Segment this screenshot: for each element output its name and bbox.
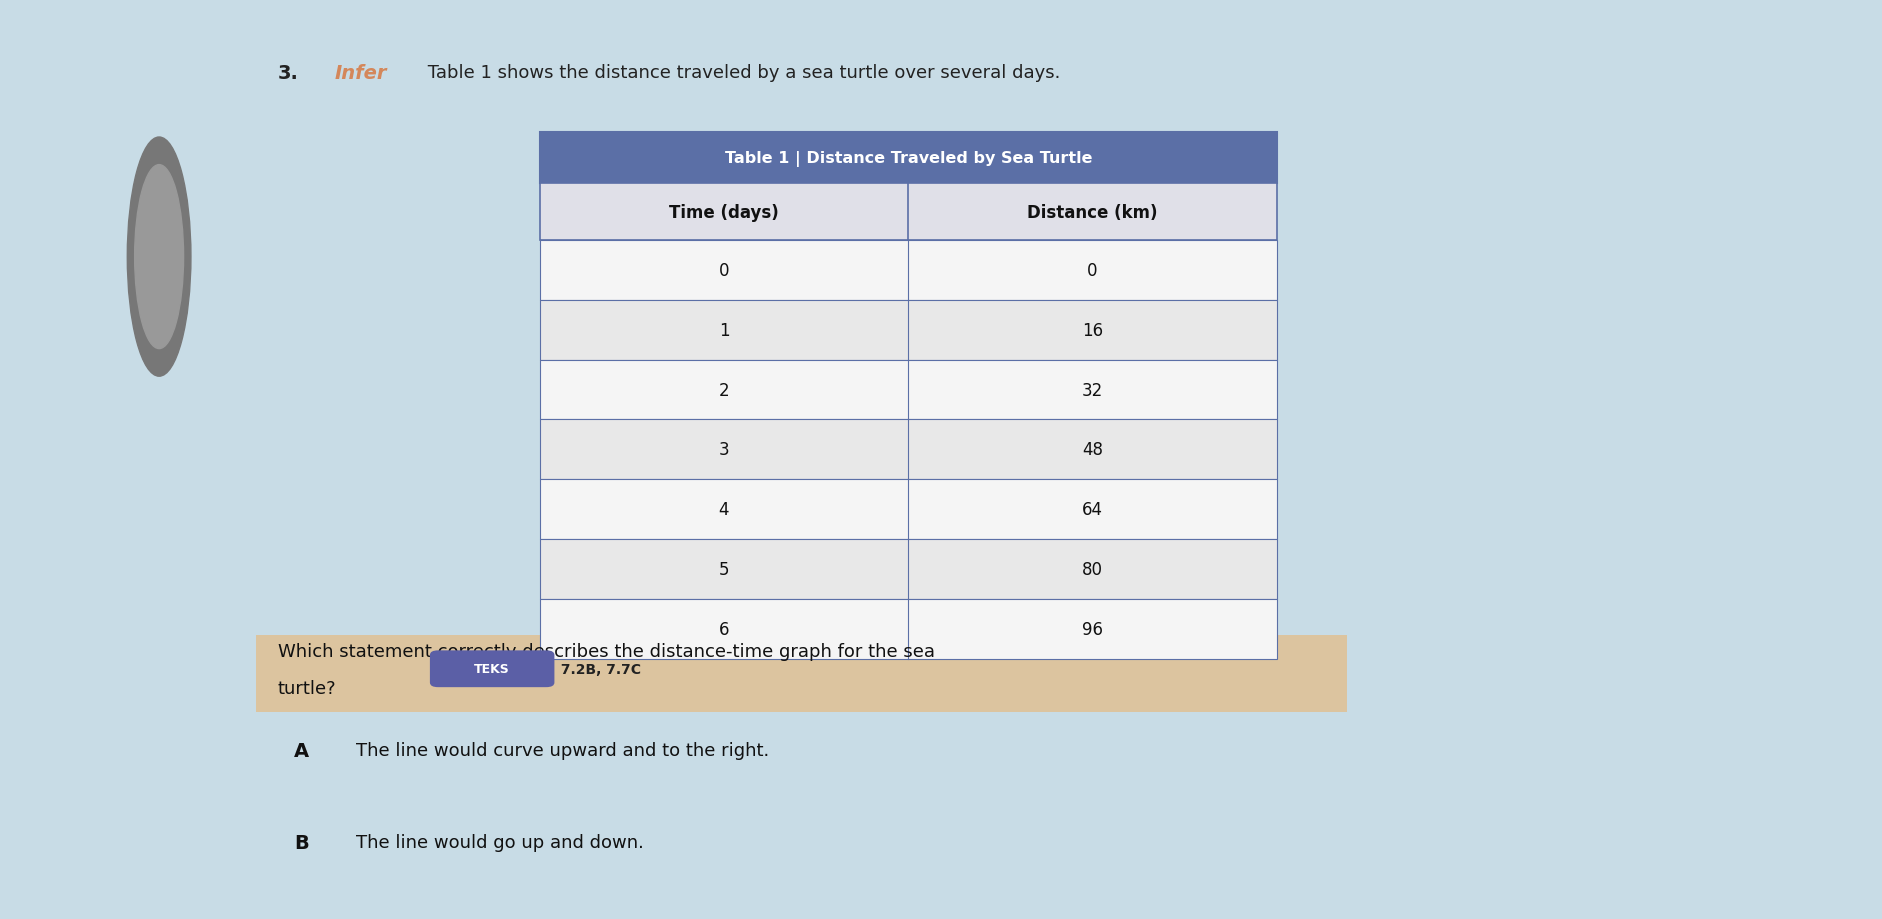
FancyBboxPatch shape <box>540 480 1276 539</box>
FancyBboxPatch shape <box>540 539 1276 599</box>
Text: 5: 5 <box>719 561 728 578</box>
Text: 4: 4 <box>719 501 728 518</box>
Text: TEKS: TEKS <box>474 663 510 675</box>
Text: 48: 48 <box>1082 441 1103 459</box>
Text: The line would go up and down.: The line would go up and down. <box>356 834 644 852</box>
Text: 0: 0 <box>719 262 728 279</box>
Text: B: B <box>294 834 309 853</box>
Text: 64: 64 <box>1082 501 1103 518</box>
FancyBboxPatch shape <box>540 301 1276 360</box>
FancyBboxPatch shape <box>540 599 1276 659</box>
Text: A: A <box>294 742 309 761</box>
Text: 80: 80 <box>1082 561 1103 578</box>
Text: turtle?: turtle? <box>277 679 337 698</box>
Text: 3: 3 <box>719 441 728 459</box>
FancyBboxPatch shape <box>256 635 1348 712</box>
FancyBboxPatch shape <box>540 360 1276 420</box>
Text: Table 1 shows the distance traveled by a sea turtle over several days.: Table 1 shows the distance traveled by a… <box>422 64 1060 83</box>
FancyBboxPatch shape <box>429 651 553 687</box>
Text: Time (days): Time (days) <box>668 203 779 221</box>
Text: Infer: Infer <box>335 64 388 84</box>
Circle shape <box>128 138 190 377</box>
Text: 6: 6 <box>719 620 728 638</box>
Text: The line would curve upward and to the right.: The line would curve upward and to the r… <box>356 742 770 760</box>
Text: 16: 16 <box>1082 322 1103 339</box>
FancyBboxPatch shape <box>540 184 1276 241</box>
Text: 1: 1 <box>719 322 728 339</box>
FancyBboxPatch shape <box>540 133 1276 184</box>
FancyBboxPatch shape <box>540 420 1276 480</box>
FancyBboxPatch shape <box>540 241 1276 301</box>
Text: 96: 96 <box>1082 620 1103 638</box>
Text: 32: 32 <box>1082 381 1103 399</box>
Text: Distance (km): Distance (km) <box>1028 203 1157 221</box>
Text: Table 1 | Distance Traveled by Sea Turtle: Table 1 | Distance Traveled by Sea Turtl… <box>725 151 1092 166</box>
Circle shape <box>136 165 184 349</box>
Text: 0: 0 <box>1086 262 1097 279</box>
Text: 2: 2 <box>719 381 728 399</box>
Text: 3.: 3. <box>277 64 297 84</box>
Text: 7.2B, 7.7C: 7.2B, 7.7C <box>555 662 640 676</box>
Text: Which statement correctly describes the distance-time graph for the sea: Which statement correctly describes the … <box>277 642 933 661</box>
